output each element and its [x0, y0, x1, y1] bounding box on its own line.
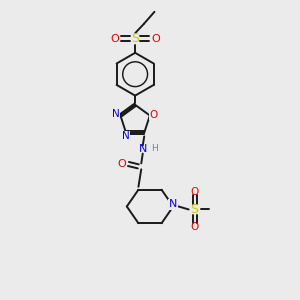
Text: N: N [139, 144, 147, 154]
Text: N: N [122, 131, 129, 141]
Text: S: S [190, 203, 199, 216]
Text: S: S [131, 32, 139, 45]
Text: O: O [190, 222, 199, 232]
Text: N: N [112, 109, 120, 119]
Text: H: H [151, 144, 158, 153]
Text: O: O [118, 159, 126, 169]
Text: O: O [150, 110, 158, 120]
Text: O: O [110, 34, 119, 44]
Text: N: N [169, 199, 177, 209]
Text: O: O [190, 187, 199, 196]
Text: O: O [152, 34, 160, 44]
